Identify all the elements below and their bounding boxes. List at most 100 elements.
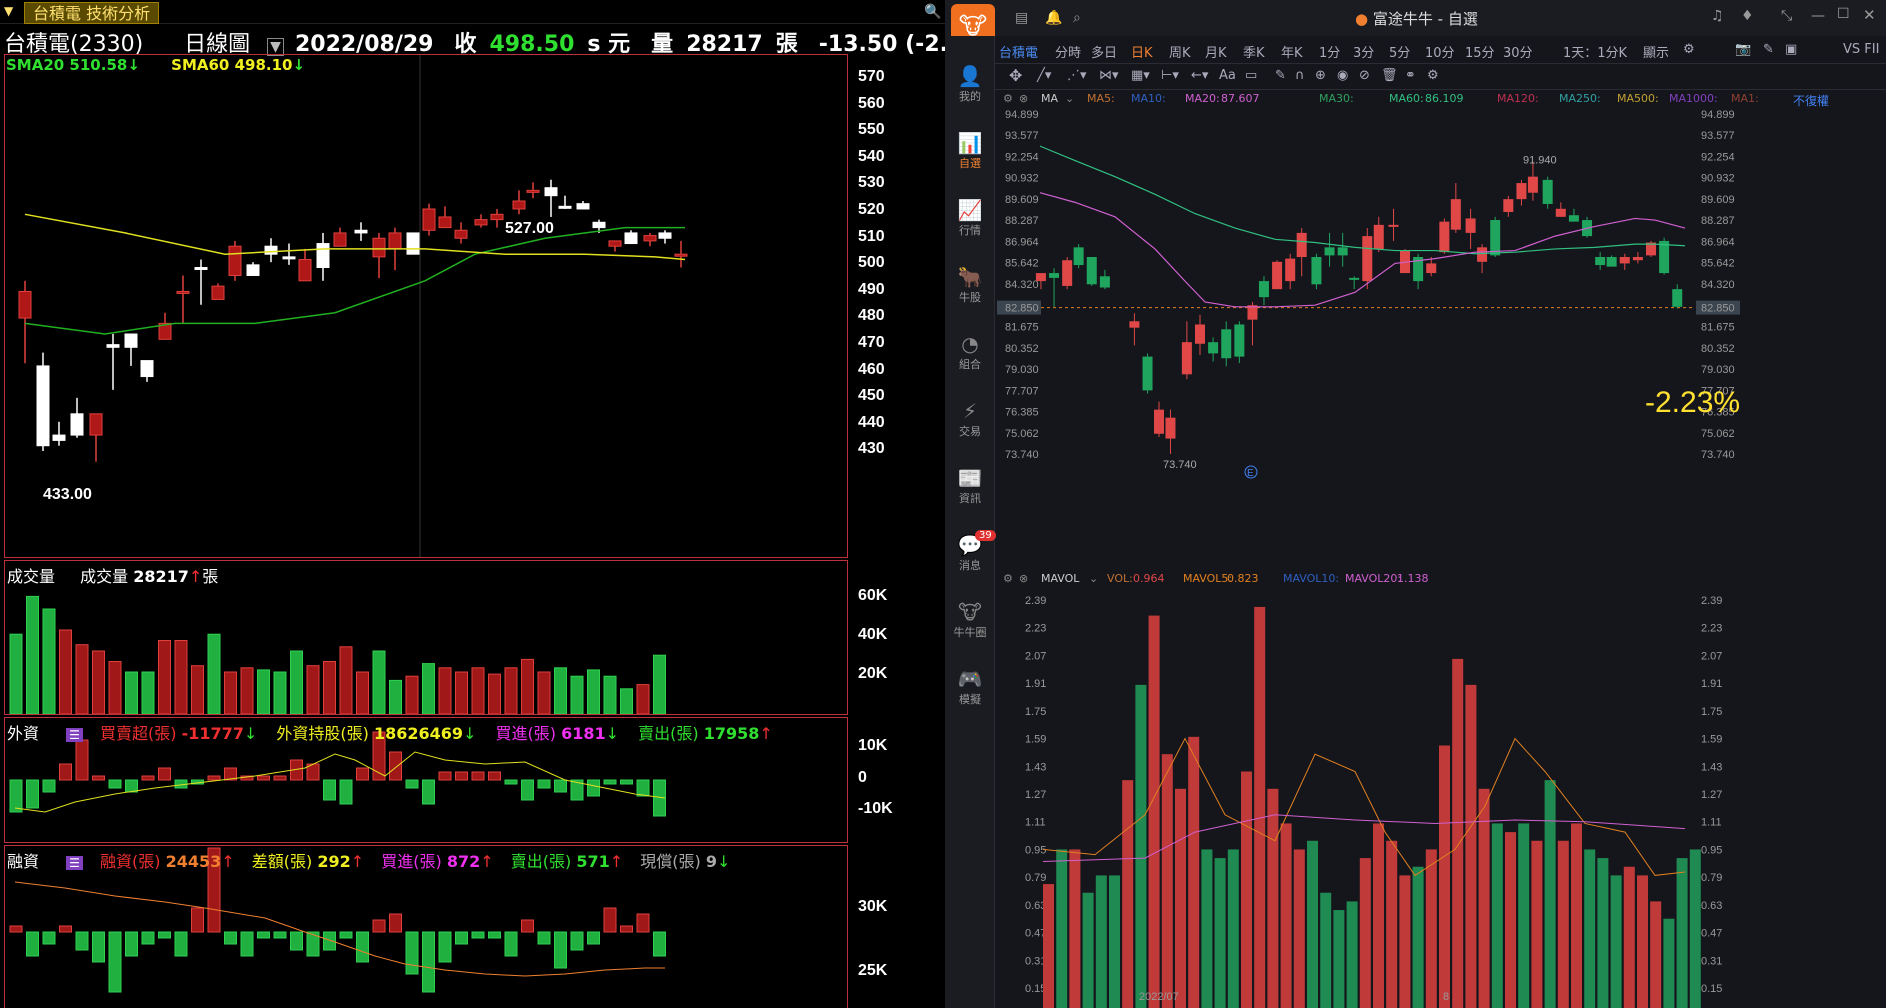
candle-body (643, 235, 657, 242)
eye-icon[interactable]: ◉ (1337, 68, 1349, 83)
sidebar-item[interactable]: ⚡ 交易 (945, 399, 995, 439)
candlestick-chart: 527.00 433.00 (18, 55, 688, 557)
close-icon[interactable]: ✕ (1863, 6, 1876, 24)
sma-legend: SMA20 510.58↓ SMA60 498.10↓ (6, 56, 305, 74)
ma-label[interactable]: MA (1041, 92, 1059, 105)
sidebar-item[interactable]: 🐮 牛牛圈 (945, 600, 995, 640)
period-tab-4[interactable]: 月K (1205, 46, 1227, 61)
zoom-icon[interactable]: 🔍 (924, 4, 942, 20)
right-vol-tick: 1.75 (1701, 706, 1722, 718)
bell-icon[interactable]: 🔔 (1045, 10, 1063, 26)
close-icon[interactable]: ⊗ (1019, 92, 1029, 105)
list-icon[interactable]: ☰ (66, 728, 83, 742)
volume-panel[interactable]: 成交量 成交量 28217↑張 (4, 560, 848, 715)
compare-button[interactable]: VS FII (1843, 42, 1880, 57)
chevron-down-icon[interactable]: ⌄ (1065, 92, 1075, 105)
comment-icon[interactable]: ▭ (1245, 68, 1258, 83)
period-tab-5[interactable]: 季K (1243, 46, 1265, 61)
settings-icon[interactable]: ⚙ (1427, 68, 1439, 83)
period-tab-3[interactable]: 周K (1169, 46, 1191, 61)
margin-bar (141, 931, 155, 945)
sidebar-item[interactable]: 🐂 牛股 (945, 265, 995, 305)
no-adjust-toggle[interactable]: 不復權 (1793, 94, 1830, 108)
line-tool-icon[interactable]: ╱▾ (1037, 68, 1052, 83)
grid-icon[interactable]: ▣ (1785, 42, 1798, 57)
ma20-line (1039, 192, 1686, 308)
margin-fin-line (14, 881, 665, 977)
period-tab-12[interactable]: 30分 (1503, 46, 1533, 61)
headset-icon[interactable]: ♫ (1711, 8, 1724, 24)
period-tab-8[interactable]: 3分 (1353, 46, 1375, 61)
volume-bar (1280, 823, 1292, 1008)
sidebar-item[interactable]: 💬 消息 (945, 533, 995, 573)
shrink-icon[interactable]: ⤡ (1781, 8, 1793, 24)
axis-tick-label: 540 (858, 147, 885, 165)
candle-body (1413, 256, 1424, 282)
move-icon[interactable]: ✥ (1009, 66, 1023, 85)
volume-bar (1333, 910, 1345, 1008)
magnet-icon[interactable]: ∩ (1295, 68, 1305, 83)
trash-icon[interactable]: 🗑 (1381, 68, 1398, 83)
period-tab-10[interactable]: 10分 (1425, 46, 1455, 61)
price-panel[interactable]: 527.00 433.00 (4, 54, 848, 558)
chevron-down-icon[interactable]: ⌄ (1089, 572, 1099, 585)
dropdown-icon[interactable]: ▼ (4, 4, 14, 18)
period-tab-0[interactable]: 分時 (1055, 46, 1082, 61)
fi-bar (422, 779, 435, 805)
sidebar-item[interactable]: 📊 自選 (945, 131, 995, 171)
fi-bar (75, 739, 89, 781)
settings-icon[interactable]: ⚙ (1683, 42, 1695, 57)
right-vol-tick: 1.27 (1701, 789, 1722, 801)
pencil-icon[interactable]: ✎ (1763, 42, 1774, 57)
polyline-icon[interactable]: ⋰▾ (1067, 68, 1087, 83)
margin-panel[interactable]: 融資 ☰ 融資(張) 24453↑ 差額(張) 292↑ 買進(張) 872↑ … (4, 845, 848, 1008)
foreign-investor-panel[interactable]: 外資 ☰ 買賣超(張) -11777↓ 外資持股(張) 18626469↓ 買進… (4, 717, 848, 843)
arrow-tool-icon[interactable]: ←▾ (1191, 68, 1209, 83)
sidebar-item[interactable]: 📈 行情 (945, 198, 995, 238)
search-icon[interactable]: ⌕ (1073, 10, 1081, 26)
menu-icon[interactable]: ▤ (1015, 10, 1029, 26)
sidebar-item[interactable]: 📰 資訊 (945, 466, 995, 506)
fi-bar (488, 771, 501, 781)
margin-legend: 融資 ☰ 融資(張) 24453↑ 差額(張) 292↑ 買進(張) 872↑ … (7, 848, 730, 872)
pen-icon[interactable]: ✎ (1275, 68, 1286, 83)
text-tool-icon[interactable]: Aa (1219, 68, 1236, 83)
channel-icon[interactable]: ⋈▾ (1099, 68, 1119, 83)
tab-technical-analysis[interactable]: 台積電 技術分析 (24, 2, 160, 24)
fi-bar (224, 767, 237, 781)
link-icon[interactable]: ⚭ (1405, 68, 1416, 83)
hide-icon[interactable]: ⊘ (1359, 68, 1370, 83)
fib-icon[interactable]: ▦▾ (1131, 68, 1150, 83)
futu-candlestick-chart[interactable]: 94.899 94.899 93.577 93.577 92.254 92.254 90.9… (995, 110, 1886, 570)
candle-body (1439, 221, 1450, 253)
period-tab-7[interactable]: 1分 (1319, 46, 1341, 61)
close-icon[interactable]: ⊗ (1019, 572, 1029, 585)
volume-bar (1399, 875, 1411, 1008)
maximize-icon[interactable]: ☐ (1837, 6, 1850, 22)
volume-bar (554, 667, 567, 714)
period-tab-1[interactable]: 多日 (1091, 46, 1118, 61)
mavol-legend: ⚙ ⊗ MAVOL ⌄ VOL: 0.964 MAVOL5: 0.823 MAV… (1003, 572, 1775, 590)
sidebar-item[interactable]: 👤 我的 (945, 64, 995, 104)
shirt-icon[interactable]: ♦ (1741, 8, 1754, 24)
lock-icon[interactable]: ⊕ (1315, 68, 1326, 83)
period-tab-9[interactable]: 5分 (1389, 46, 1411, 61)
sidebar-item[interactable]: 🎮 模擬 (945, 667, 995, 707)
futu-volume-chart[interactable]: 2.39 2.39 2.23 2.23 2.07 2.07 1.91 1.91 1.75 1.75… (995, 590, 1886, 1008)
period-tab-6[interactable]: 年K (1281, 46, 1303, 61)
stock-tab[interactable]: 台積電 (999, 46, 1039, 61)
period-extra-dropdown[interactable]: 1天：1分K (1563, 46, 1628, 61)
period-dropdown-icon[interactable]: ▼ (267, 38, 284, 56)
sidebar-label: 資訊 (959, 492, 981, 505)
period-tab-2[interactable]: 日K (1131, 46, 1153, 61)
display-dropdown[interactable]: 顯示 (1643, 46, 1670, 61)
minimize-icon[interactable]: — (1811, 8, 1825, 24)
gear-icon[interactable]: ⚙ (1003, 572, 1013, 585)
camera-icon[interactable]: 📷 (1735, 42, 1752, 57)
period-tab-11[interactable]: 15分 (1465, 46, 1495, 61)
list-icon[interactable]: ☰ (66, 856, 83, 870)
mavol-label[interactable]: MAVOL (1041, 572, 1080, 585)
measure-icon[interactable]: ⊢▾ (1161, 68, 1179, 83)
gear-icon[interactable]: ⚙ (1003, 92, 1013, 105)
sidebar-item[interactable]: ◔ 組合 (945, 332, 995, 372)
